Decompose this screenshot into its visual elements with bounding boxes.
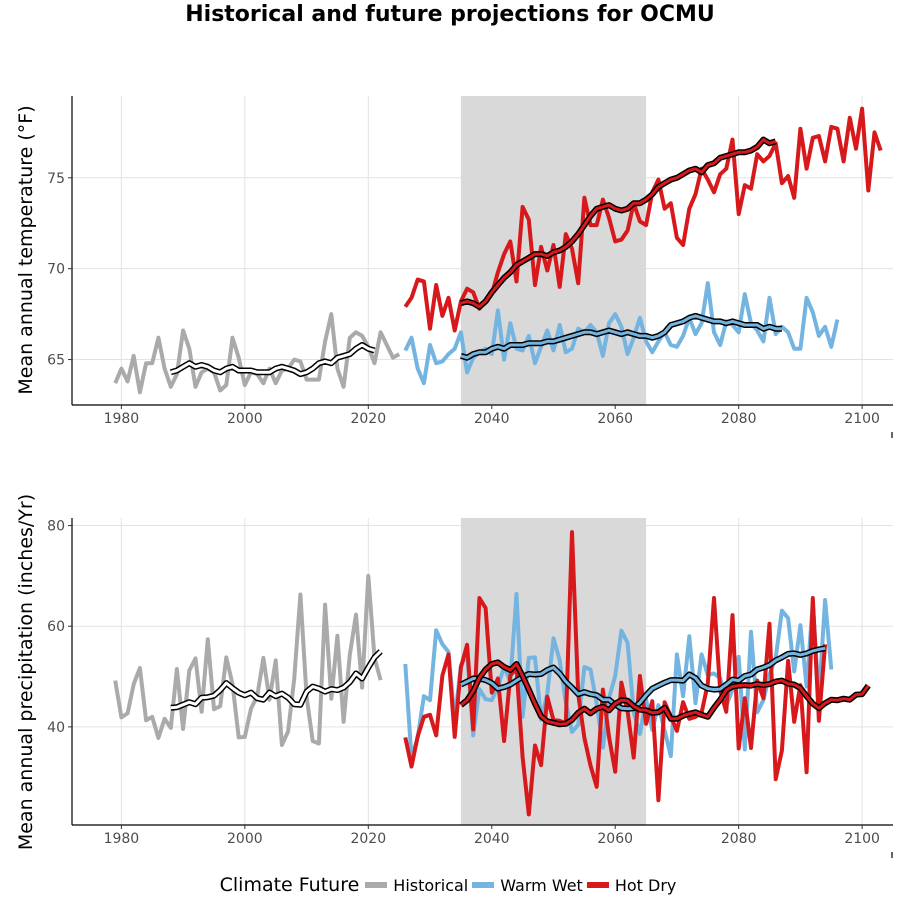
precip-y-tick-80: 80 bbox=[47, 519, 65, 535]
temp-x-tick-1980: 1980 bbox=[104, 411, 140, 427]
precip-series-historical bbox=[113, 573, 383, 747]
temp-x-tick-2000: 2000 bbox=[227, 411, 263, 427]
legend-item-hot-dry: Hot Dry bbox=[586, 875, 677, 895]
temp-y-tick-70: 70 bbox=[47, 262, 65, 278]
precip-panel: 1980 2000 2020 2040 2060 2080 2100 40 60 80 Mean a… bbox=[15, 494, 893, 858]
precip-x-tick-1980: 1980 bbox=[104, 831, 140, 847]
temp-series-historical bbox=[113, 312, 401, 395]
legend-item-warm-wet: Warm Wet bbox=[472, 876, 583, 895]
temp-y-tick-75: 75 bbox=[47, 171, 65, 187]
precip-x-tick-2100: 2100 bbox=[844, 831, 880, 847]
precip-x-tick-2000: 2000 bbox=[227, 831, 263, 847]
legend-label-historical: Historical bbox=[393, 875, 469, 895]
chart-title: Historical and future projections for OC… bbox=[185, 2, 715, 27]
legend-label-hot-dry: Hot Dry bbox=[614, 875, 677, 895]
legend-label-warm-wet: Warm Wet bbox=[500, 875, 583, 895]
temp-panel: 1980 2000 2020 2040 2060 2080 2100 65 70 75 Mean a… bbox=[15, 96, 893, 438]
temp-x-tick-2040: 2040 bbox=[474, 411, 510, 427]
precip-series-hot-dry-smoothed-fill bbox=[459, 660, 870, 726]
temp-y-tick-65: 65 bbox=[47, 353, 65, 369]
temp-x-tick-2080: 2080 bbox=[721, 411, 757, 427]
legend-item-historical: Historical bbox=[365, 876, 468, 895]
temp-x-tick-2020: 2020 bbox=[350, 411, 386, 427]
precip-x-tick-2020: 2020 bbox=[350, 831, 386, 847]
legend: Climate Future Historical Warm Wet Hot D… bbox=[0, 870, 900, 900]
precip-series-historical-smoothed-fill bbox=[170, 650, 382, 710]
precip-y-tick-40: 40 bbox=[47, 720, 65, 736]
temp-series-warm-wet-smoothed-fill bbox=[460, 314, 782, 360]
precip-y-axis-title: Mean annual precipitation (inches/Yr) bbox=[15, 494, 37, 850]
temp-x-tick-2100: 2100 bbox=[844, 411, 880, 427]
precip-y-tick-60: 60 bbox=[47, 619, 65, 635]
precip-x-tick-2060: 2060 bbox=[597, 831, 633, 847]
precip-x-tick-2040: 2040 bbox=[474, 831, 510, 847]
temp-x-tick-2060: 2060 bbox=[597, 411, 633, 427]
temp-y-axis-title: Mean annual temperature (°F) bbox=[15, 105, 37, 394]
legend-swatch-warm-wet bbox=[472, 882, 495, 888]
temp-series-historical-smoothed-fill bbox=[170, 343, 375, 376]
legend-swatch-historical bbox=[365, 882, 388, 888]
precip-series-warm-wet bbox=[403, 592, 834, 761]
legend-title: Climate Future bbox=[219, 874, 360, 896]
legend-swatch-hot-dry bbox=[586, 882, 609, 888]
precip-x-tick-2080: 2080 bbox=[721, 831, 757, 847]
temp-series-hot-dry-smoothed-fill bbox=[460, 138, 777, 309]
